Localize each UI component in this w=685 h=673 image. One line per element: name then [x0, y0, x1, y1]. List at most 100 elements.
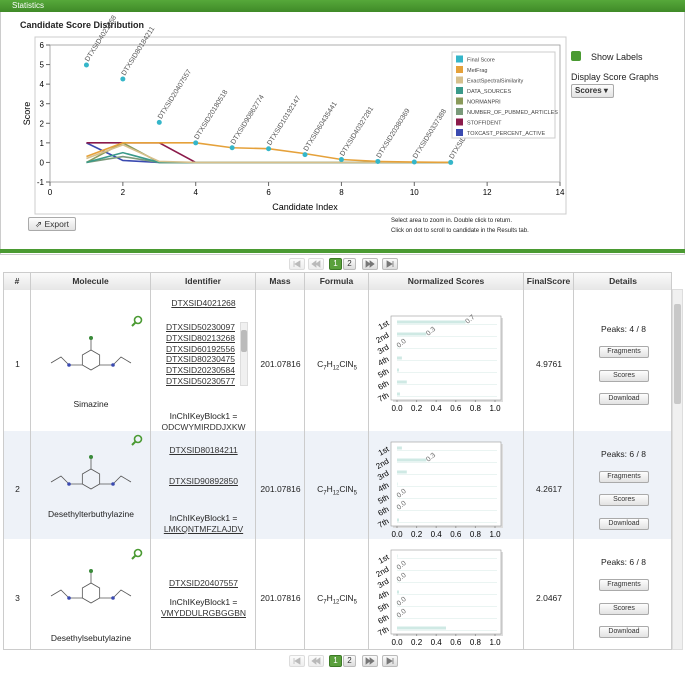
detail-button[interactable]: Scores: [599, 603, 649, 615]
graph-select[interactable]: Scores ▾: [571, 84, 614, 98]
table-cell: [31, 431, 151, 539]
legend-swatch: [456, 129, 463, 136]
molecule-structure[interactable]: [41, 451, 141, 511]
bottom-pager-last[interactable]: [382, 655, 398, 667]
detail-button-text: Download: [608, 395, 640, 402]
score-point[interactable]: [266, 146, 272, 152]
inchi-key[interactable]: ODCWYMIRDDJXKW: [161, 422, 246, 432]
column-header[interactable]: Identifier: [151, 273, 256, 290]
column-header[interactable]: Details: [574, 273, 671, 290]
related-link[interactable]: DTXSID50230577: [166, 376, 235, 386]
score-bar: [397, 626, 446, 630]
inchi-key[interactable]: VMYDDULRGBGGBN: [160, 608, 246, 618]
zoom-icon[interactable]: [131, 548, 143, 560]
top-pager-first[interactable]: [289, 258, 305, 270]
score-point[interactable]: [120, 76, 126, 82]
table-cell: [524, 431, 574, 539]
score-point[interactable]: [302, 152, 308, 158]
y-tick-label: 2: [40, 119, 45, 128]
column-header[interactable]: Molecule: [31, 273, 151, 290]
related-link[interactable]: DTXSID90892850: [169, 476, 238, 486]
table-row[interactable]: 1 201.07816 C7H12ClN5 4.9761 Simazine DTXSID4…: [4, 290, 671, 432]
identifier-link[interactable]: DTXSID20407557: [169, 578, 238, 588]
identifier-link[interactable]: DTXSID80184211: [169, 445, 238, 455]
molecule-structure[interactable]: [41, 332, 141, 392]
table-row[interactable]: 2 201.07816 C7H12ClN5 4.2617 Desethylterbuth…: [4, 431, 671, 540]
detail-button[interactable]: Scores: [599, 494, 649, 506]
final-score: 2.0467: [536, 593, 562, 603]
atom-n: [111, 596, 115, 600]
formula: C7H12ClN5: [317, 484, 357, 497]
atom-n: [89, 569, 93, 573]
column-header[interactable]: #: [4, 273, 31, 290]
score-bar: [397, 458, 427, 462]
top-pager-page[interactable]: 2: [343, 258, 356, 270]
score-value-label: 0.0: [396, 608, 408, 620]
detail-button[interactable]: Download: [599, 393, 649, 405]
ring: [81, 349, 101, 371]
score-bar: [397, 392, 400, 396]
detail-button[interactable]: Scores: [599, 370, 649, 382]
molecule-structure[interactable]: [41, 565, 141, 625]
scroll-thumb[interactable]: [674, 304, 681, 404]
related-link[interactable]: DTXSID20230584: [166, 365, 235, 376]
bottom-pager-page[interactable]: 2: [343, 655, 356, 667]
identifier-link[interactable]: DTXSID4021268: [171, 298, 236, 308]
column-header[interactable]: Formula: [305, 273, 369, 290]
bottom-pager-prev[interactable]: [308, 655, 324, 667]
list-scrollbar[interactable]: [240, 322, 248, 386]
panel-header[interactable]: [0, 0, 685, 12]
bottom-pager-page[interactable]: 1: [329, 655, 342, 667]
score-point[interactable]: [338, 156, 344, 162]
related-link[interactable]: DTXSID60192556: [166, 343, 235, 354]
table-cell: [151, 431, 256, 539]
related-link[interactable]: DTXSID50230097: [166, 322, 235, 332]
bottom-pager-next[interactable]: [362, 655, 378, 667]
top-pager-last[interactable]: [382, 258, 398, 270]
mini-x-tick-label: 0.4: [431, 404, 443, 413]
pager-glyph: [293, 260, 301, 268]
column-header[interactable]: Mass: [256, 273, 305, 290]
rank-label: 7th: [376, 625, 390, 638]
inchi-key[interactable]: LMKQNTMFZLAJDV: [163, 524, 244, 534]
pager-icon: [386, 260, 394, 268]
bottom-pager-first[interactable]: [289, 655, 305, 667]
score-point[interactable]: [448, 159, 454, 165]
mini-x-tick-label: 0.0: [391, 530, 403, 539]
top-pager-page[interactable]: 1: [329, 258, 342, 270]
related-link[interactable]: DTXSID80213268: [166, 332, 235, 343]
export-button[interactable]: ⇗ Export: [28, 217, 76, 231]
handle: [131, 554, 137, 560]
table-cell: [305, 539, 369, 649]
score-point[interactable]: [411, 159, 417, 165]
rank-label: 7th: [376, 517, 390, 530]
y-tick-label: 6: [40, 41, 45, 50]
table-row[interactable]: 3 201.07816 C7H12ClN5 2.0467 Desethylsebutyl…: [4, 539, 671, 649]
detail-button[interactable]: Fragments: [599, 471, 649, 483]
detail-button[interactable]: Download: [599, 518, 649, 530]
score-point[interactable]: [156, 119, 162, 125]
score-point[interactable]: [83, 62, 89, 68]
show-labels-checkbox[interactable]: [571, 51, 581, 61]
detail-button[interactable]: Fragments: [599, 346, 649, 358]
rank-label: 1st: [377, 318, 391, 332]
score-point[interactable]: [193, 140, 199, 146]
zoom-icon[interactable]: [131, 434, 143, 446]
legend-swatch: [456, 108, 463, 115]
score-point[interactable]: [229, 145, 235, 151]
related-list[interactable]: DTXSID50230097 DTXSID80213268 DTXSID601925…: [164, 322, 251, 386]
score-point[interactable]: [375, 158, 381, 164]
related-link[interactable]: DTXSID80230475: [166, 354, 235, 365]
detail-button[interactable]: Fragments: [599, 579, 649, 591]
list-thumb[interactable]: [241, 330, 247, 352]
top-pager-next[interactable]: [362, 258, 378, 270]
top-pager-prev[interactable]: [308, 258, 324, 270]
column-header[interactable]: Normalized Scores: [369, 273, 524, 290]
score-value-label: 0.0: [396, 560, 408, 572]
table-scrollbar[interactable]: [672, 289, 683, 650]
zoom-icon[interactable]: [131, 315, 143, 327]
column-header[interactable]: FinalScore: [524, 273, 574, 290]
detail-button[interactable]: Download: [599, 626, 649, 638]
